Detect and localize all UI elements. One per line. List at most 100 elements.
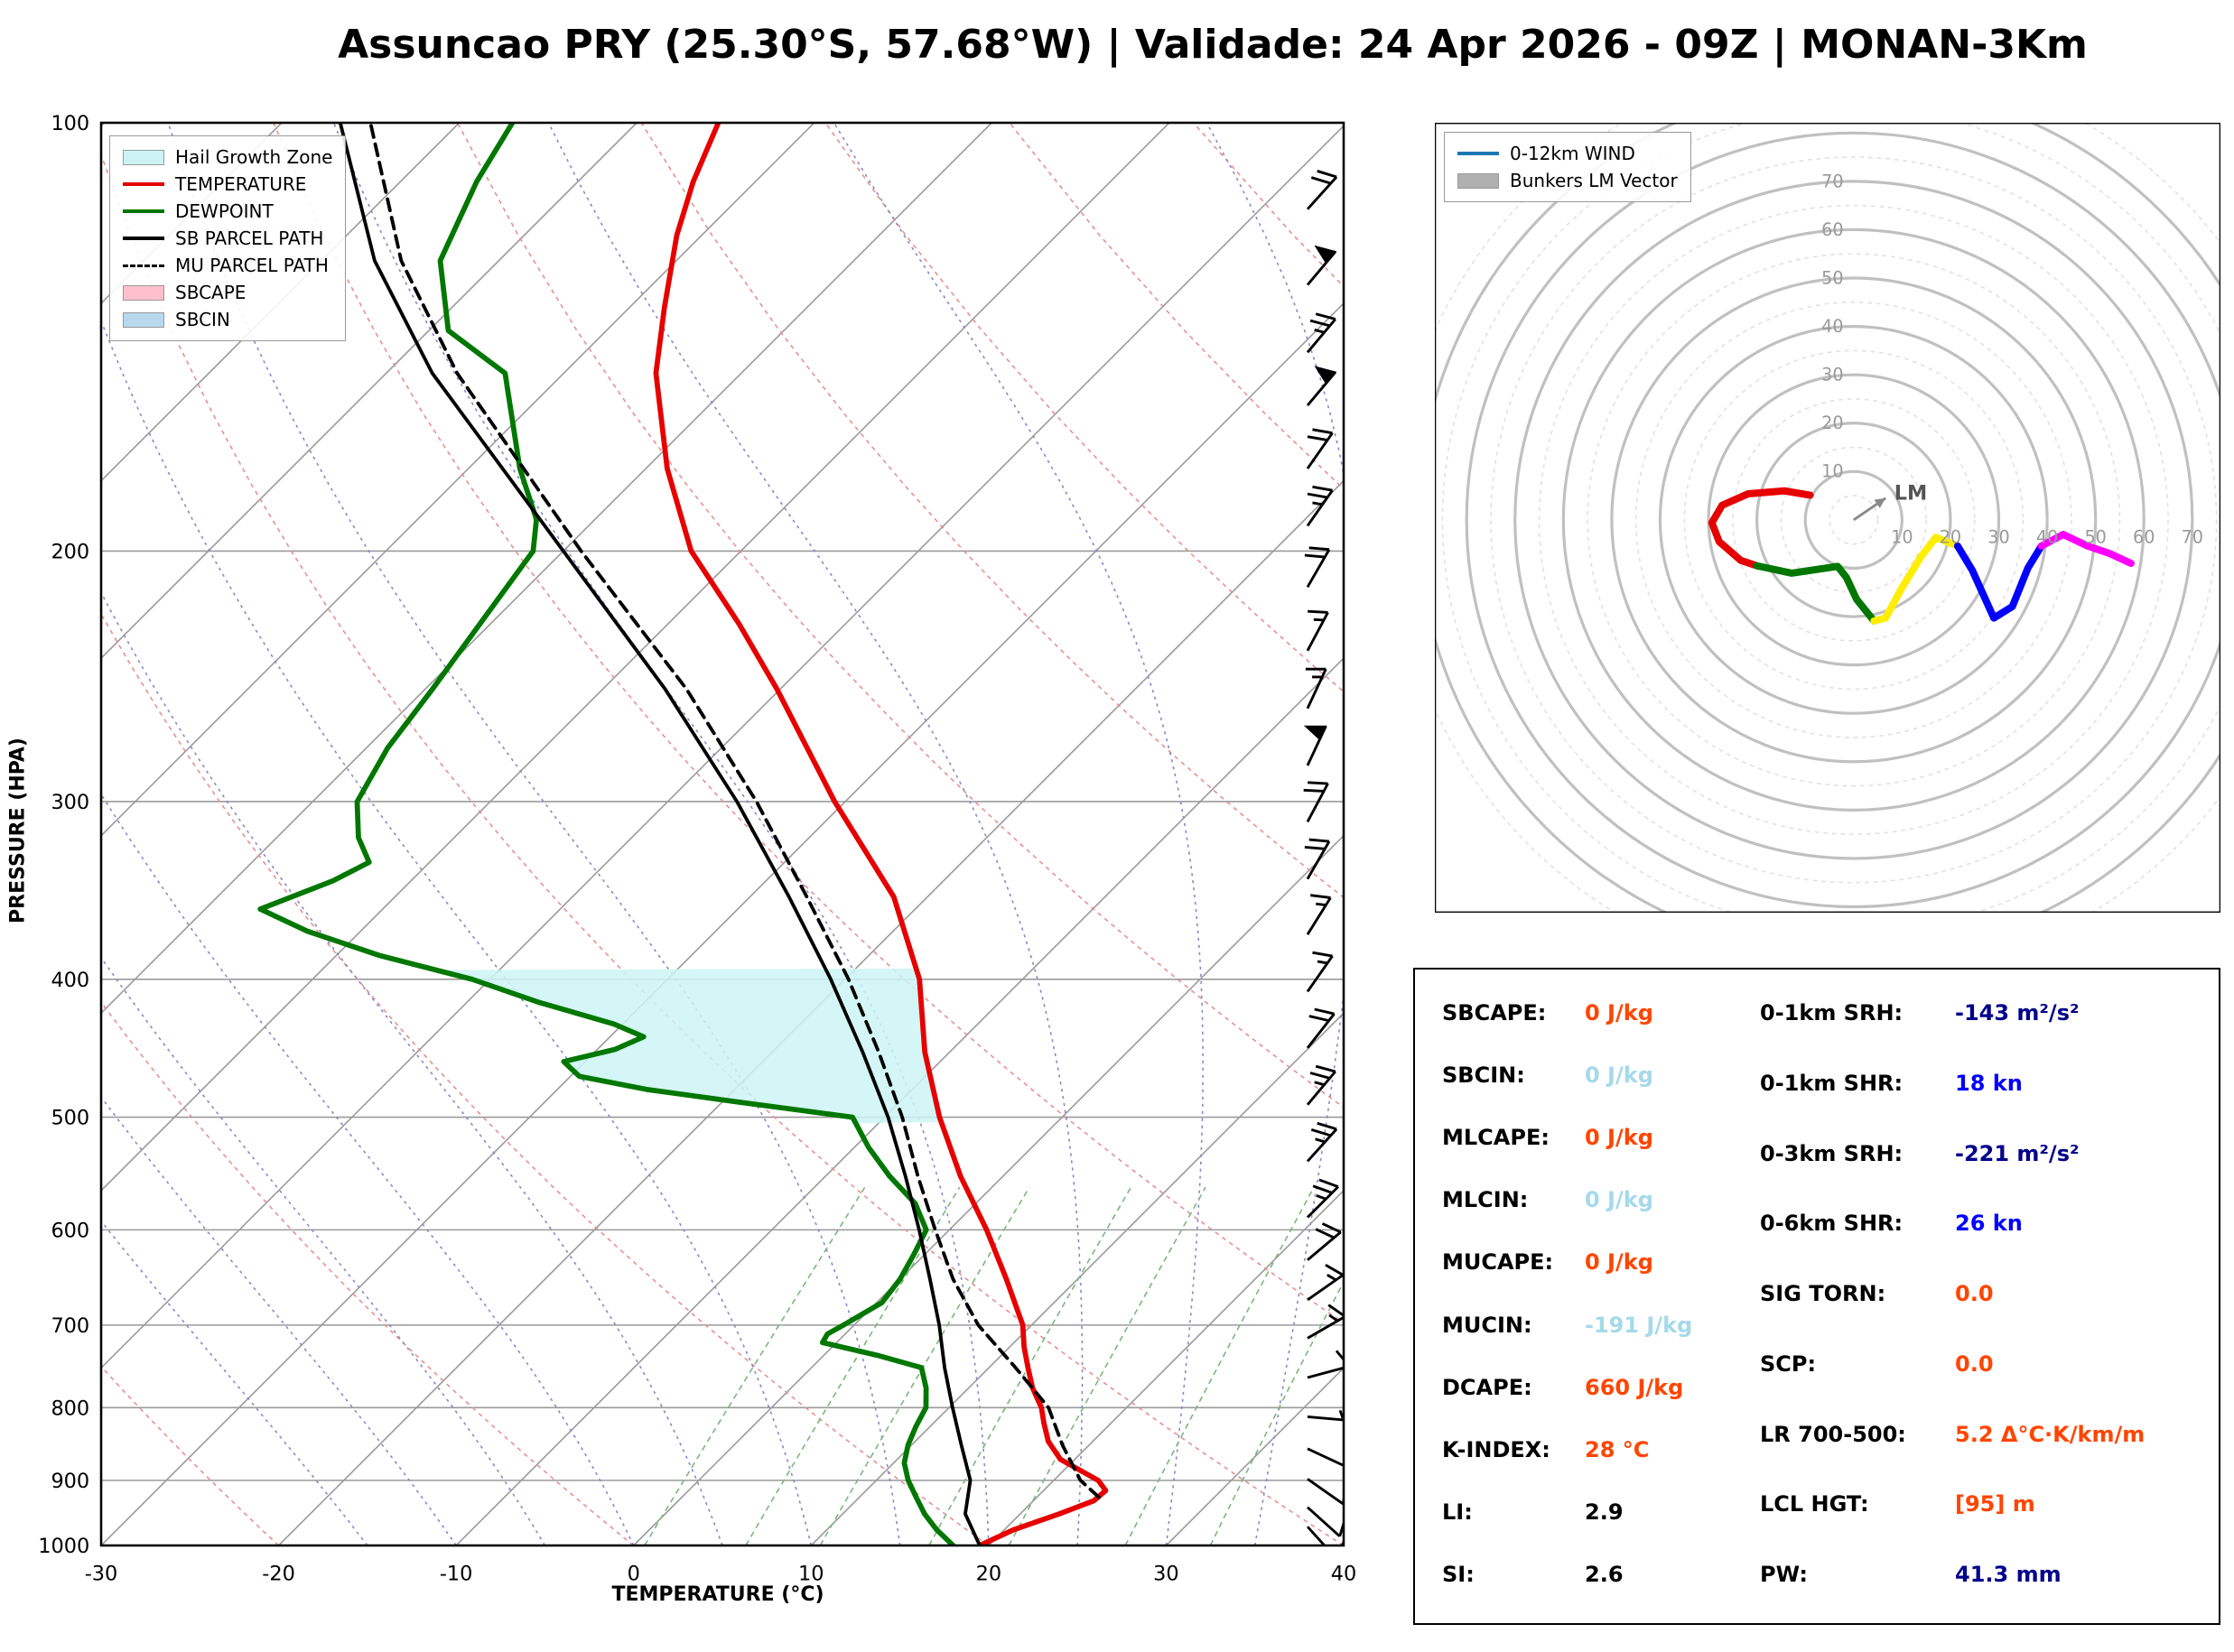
legend-item: TEMPERATURE	[123, 171, 332, 198]
ring-label-horizontal: 10	[1891, 526, 1913, 547]
hodograph-ring-minor	[1490, 156, 2218, 884]
hodograph-trace-9-12km	[2037, 531, 2135, 568]
page-title: Assuncao PRY (25.30°S, 57.68°W) | Valida…	[338, 22, 2088, 68]
pressure-axis-label: PRESSURE (HPA)	[6, 738, 30, 923]
hodograph-trace-3-6km	[1870, 534, 1961, 625]
pressure-tick-label: 300	[51, 791, 89, 814]
legend-item: 0-12km WIND	[1457, 140, 1678, 167]
ring-label-horizontal: 40	[2036, 526, 2058, 547]
stat-label: LCL HGT:	[1760, 1491, 1869, 1517]
stat-row: LI: 2.9	[1442, 1499, 1760, 1525]
hodograph-chart: 10 10 20 20 30 30 40 40 50 50 60 60 70 70 LM	[1435, 123, 2220, 913]
legend-label: TEMPERATURE	[175, 173, 307, 195]
stats-column-left: SBCAPE: 0 J/kg SBCIN: 0 J/kg MLCAPE: 0 J/kg ML…	[1442, 1000, 1760, 1587]
ring-label-horizontal: 70	[2182, 526, 2203, 547]
hodograph-trace-1-3km	[1753, 561, 1878, 625]
stat-value: 2.9	[1585, 1499, 1624, 1525]
wind-barb	[1307, 1304, 1344, 1340]
moist-adiabat-line	[101, 1096, 457, 1545]
stat-value: [95] m	[1955, 1491, 2035, 1517]
temperature-tick-label: 40	[1331, 1562, 1357, 1585]
hodograph-ring-minor	[1683, 349, 2025, 691]
pressure-tick-label: 400	[51, 969, 89, 992]
pressure-tick-label: 500	[51, 1107, 89, 1130]
stat-label: 0-3km SRH:	[1760, 1140, 1904, 1166]
stat-label: MUCAPE:	[1442, 1249, 1554, 1276]
wind-barb	[1306, 1178, 1339, 1219]
dry-adiabat-line	[640, 123, 1344, 899]
isotherm-line	[101, 123, 638, 660]
hodograph-plot-area	[1435, 123, 2220, 913]
hodograph-ring	[1561, 227, 2146, 812]
stat-value: -143 m²/s²	[1955, 1000, 2080, 1026]
hodograph-ring-minor	[1732, 398, 1976, 642]
ring-label-vertical: 20	[1821, 413, 1843, 433]
temperature-curve	[653, 123, 1109, 1545]
hodograph-ring	[1610, 276, 2098, 764]
stat-row: 0-3km SRH: -221 m²/s²	[1760, 1141, 2197, 1166]
mixing-ratio-line	[745, 1186, 961, 1545]
dewpoint-curve	[257, 123, 956, 1545]
ring-label-vertical: 10	[1821, 461, 1843, 482]
legend-swatch-temperature	[123, 182, 164, 186]
mixing-ratio-line	[928, 1186, 1132, 1545]
ring-label-vertical: 60	[1821, 219, 1843, 240]
stat-label: 0-1km SRH:	[1760, 1000, 1904, 1026]
hodograph-ring-minor	[1441, 123, 2220, 913]
skewt-plot-area	[101, 123, 1344, 1545]
stats-panel: SBCAPE: 0 J/kg SBCIN: 0 J/kg MLCAPE: 0 J/kg ML…	[1413, 968, 2220, 1625]
stat-row: 0-1km SHR: 18 kn	[1760, 1071, 2197, 1096]
moist-adiabat-line	[547, 123, 1084, 1545]
legend-item: SBCIN	[123, 306, 332, 333]
stat-row: DCAPE: 660 J/kg	[1442, 1375, 1760, 1400]
pressure-tick-label: 900	[51, 1470, 89, 1493]
legend-label: DEWPOINT	[175, 200, 274, 222]
dry-adiabat-line	[456, 123, 1344, 1109]
ring-label-horizontal: 60	[2133, 526, 2155, 547]
legend-label: Bunkers LM Vector	[1510, 170, 1678, 191]
dry-adiabat-line	[1193, 123, 1344, 288]
isotherm-line	[101, 123, 1170, 1192]
stat-label: 0-1km SHR:	[1760, 1070, 1904, 1096]
wind-barb	[1308, 123, 1310, 125]
isotherm-line	[810, 1012, 1344, 1545]
isotherm-line	[101, 123, 461, 482]
temperature-tick-label: 30	[1153, 1562, 1179, 1585]
temperature-tick-label: -30	[85, 1562, 118, 1585]
hodograph-border	[1435, 123, 2220, 913]
mu-parcel-path-curve	[368, 123, 1101, 1499]
wind-barb	[1306, 428, 1334, 469]
pressure-tick-label: 200	[51, 540, 89, 563]
wind-barb	[1307, 1447, 1344, 1468]
stat-value: 0 J/kg	[1585, 1000, 1653, 1026]
wind-barb	[1306, 1007, 1336, 1049]
wind-barb	[1306, 609, 1329, 652]
hodograph-ring	[1803, 469, 1904, 571]
pressure-tick-label: 800	[51, 1397, 89, 1420]
legend-swatch-dewpoint	[123, 209, 164, 213]
moist-adiabat-line	[101, 590, 723, 1545]
stat-row: LCL HGT: [95] m	[1760, 1491, 2197, 1517]
stat-row: PW: 41.3 mm	[1760, 1562, 2197, 1587]
temperature-tick-label: -20	[262, 1562, 295, 1585]
stat-value: 0 J/kg	[1585, 1125, 1653, 1151]
stat-row: SBCIN: 0 J/kg	[1442, 1063, 1760, 1088]
stat-label: SBCIN:	[1442, 1063, 1525, 1089]
legend-label: MU PARCEL PATH	[175, 255, 329, 276]
legend-item: Bunkers LM Vector	[1457, 167, 1678, 194]
skewt-legend: Hail Growth Zone TEMPERATURE DEWPOINT SB PA…	[109, 135, 347, 341]
wind-barb	[1304, 838, 1331, 880]
mixing-ratio-line	[644, 1186, 866, 1545]
legend-label: SBCAPE	[175, 282, 247, 303]
stat-row: K-INDEX: 28 °C	[1442, 1437, 1760, 1462]
isotherm-line	[633, 834, 1344, 1545]
legend-item: SB PARCEL PATH	[123, 225, 332, 252]
stats-column-right: 0-1km SRH: -143 m²/s² 0-1km SHR: 18 kn 0-3km…	[1760, 1000, 2197, 1587]
stat-label: SIG TORN:	[1760, 1281, 1886, 1306]
temperature-tick-label: 10	[798, 1562, 824, 1585]
stat-label: DCAPE:	[1442, 1374, 1532, 1400]
stat-value: 0.0	[1955, 1281, 1994, 1306]
hodograph-trace-0-1km	[1708, 487, 1814, 570]
dry-adiabat-line	[272, 123, 1344, 1324]
